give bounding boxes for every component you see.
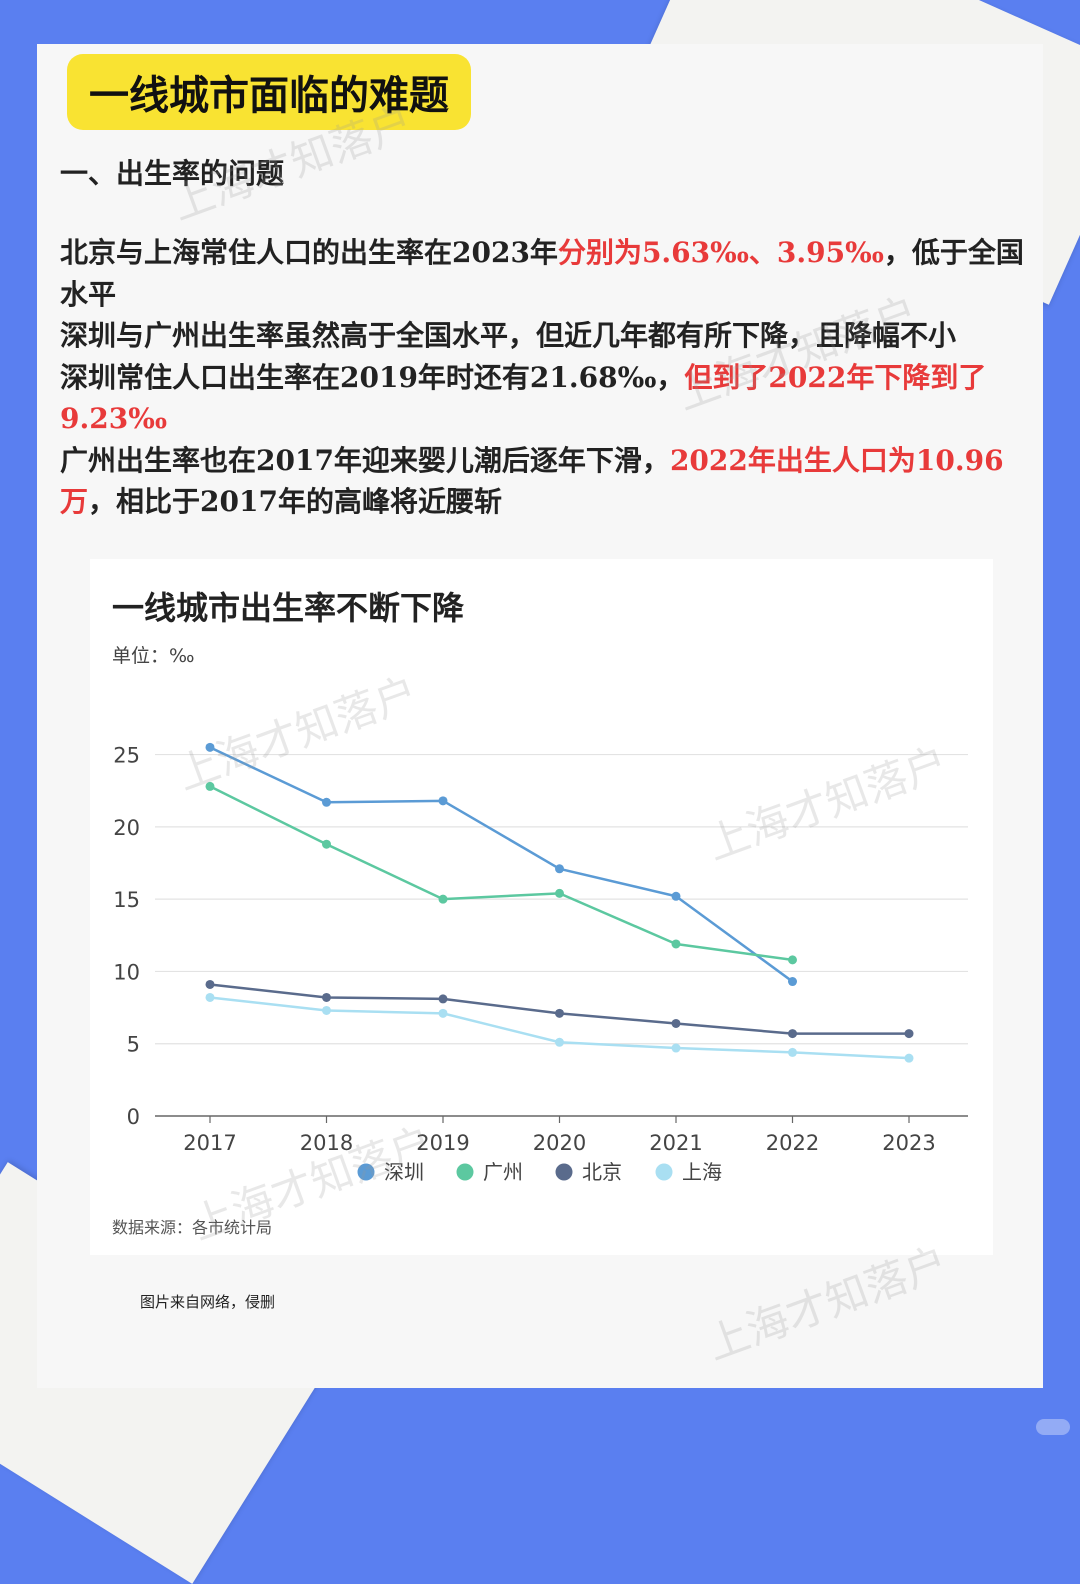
text-segment: 广州出生率也在2017年迎来婴儿潮后逐年下滑， [60, 443, 670, 477]
y-tick-label: 5 [127, 1033, 140, 1057]
page-title: 一线城市面临的难题 [67, 54, 471, 130]
series-line-上海 [209, 996, 910, 1060]
corner-badge [1036, 1419, 1070, 1435]
data-point [205, 781, 215, 791]
data-point [205, 992, 215, 1002]
text-segment: ，相比于2017年的高峰将近腰斩 [88, 485, 502, 518]
data-point [205, 979, 215, 989]
text-segment: 深圳与广州出生率虽然高于全国水平，但近几年都有所下降，且降幅不小 [60, 319, 957, 352]
body-text: 北京与上海常住人口的出生率在2023年分别为5.63‰、3.95‰，低于全国水平… [60, 232, 1035, 523]
data-point [322, 797, 331, 807]
y-tick-label: 10 [113, 960, 140, 984]
text-segment: 北京与上海常住人口的出生率在2023年 [60, 236, 558, 269]
data-point [322, 992, 331, 1002]
x-tick-label: 2017 [183, 1131, 236, 1155]
data-point [322, 839, 331, 849]
y-tick-label: 0 [127, 1105, 140, 1129]
unit-label: 单位：‰ [112, 645, 195, 667]
highlight-text: 2022年出生人口为10.96万 [60, 443, 1004, 519]
legend-marker [655, 1163, 673, 1181]
data-point [438, 1008, 448, 1018]
legend-label: 上海 [682, 1160, 722, 1184]
data-point [788, 955, 797, 965]
data-point [438, 994, 448, 1004]
paragraph: 深圳常住人口出生率在2019年时还有21.68‰，但到了2022年下降到了9.2… [60, 357, 1035, 440]
data-point [671, 939, 681, 949]
data-point [438, 894, 448, 904]
y-tick-label: 15 [113, 888, 140, 912]
x-tick-label: 2018 [300, 1131, 353, 1155]
x-tick-label: 2019 [416, 1131, 469, 1155]
y-tick-label: 25 [113, 744, 140, 768]
text-segment: 深圳常住人口出生率在2019年时还有21.68‰， [60, 360, 685, 394]
text-segment: ，低于全国水平 [60, 236, 1024, 311]
data-point [205, 742, 215, 752]
chart-title: 一线城市出生率不断下降 [112, 589, 465, 627]
series-line-深圳 [209, 746, 794, 983]
data-point [555, 1008, 564, 1018]
data-point [788, 1047, 797, 1057]
legend-label: 深圳 [384, 1160, 424, 1184]
x-tick-label: 2023 [882, 1131, 935, 1155]
legend-label: 广州 [483, 1160, 523, 1184]
data-point [788, 1029, 797, 1039]
highlight-text: 但到了2022年下降到了9.23‰ [60, 360, 987, 436]
legend-marker [555, 1163, 573, 1181]
x-tick-label: 2021 [649, 1131, 702, 1155]
x-tick-label: 2020 [533, 1131, 586, 1155]
series-line-广州 [209, 785, 793, 962]
data-point [788, 977, 797, 987]
data-point [322, 1005, 331, 1015]
chart-panel: 一线城市出生率不断下降 单位：‰ 0 5 10 15 20 25 2017 2018 2019 2… [90, 559, 993, 1255]
data-point [904, 1029, 914, 1039]
data-point [671, 891, 681, 901]
legend-label: 北京 [582, 1160, 622, 1184]
line-chart: 0 5 10 15 20 25 2017 2018 2019 2020 2021 2022 2023 深圳… [113, 742, 968, 1184]
legend-marker [456, 1163, 474, 1181]
content-card: 一线城市面临的难题 一、出生率的问题 北京与上海常住人口的出生率在2023年分别… [37, 44, 1043, 1388]
data-point [671, 1018, 681, 1028]
data-point [555, 888, 564, 898]
data-point [555, 1037, 564, 1047]
data-source: 数据来源：各市统计局 [112, 1218, 273, 1237]
data-point [904, 1053, 914, 1063]
paragraph: 北京与上海常住人口的出生率在2023年分别为5.63‰、3.95‰，低于全国水平 [60, 232, 1035, 315]
data-point [555, 864, 564, 874]
paragraph: 深圳与广州出生率虽然高于全国水平，但近几年都有所下降，且降幅不小 [60, 315, 1035, 357]
section-title: 一、出生率的问题 [60, 157, 285, 190]
footnote: 图片来自网络，侵删 [140, 1293, 276, 1311]
x-tick-label: 2022 [766, 1131, 819, 1155]
y-tick-label: 20 [113, 816, 140, 840]
legend-marker [357, 1163, 375, 1181]
data-point [671, 1043, 681, 1053]
paragraph: 广州出生率也在2017年迎来婴儿潮后逐年下滑，2022年出生人口为10.96万，… [60, 440, 1035, 523]
highlight-text: 分别为5.63‰、3.95‰ [557, 236, 884, 269]
data-point [438, 796, 448, 806]
